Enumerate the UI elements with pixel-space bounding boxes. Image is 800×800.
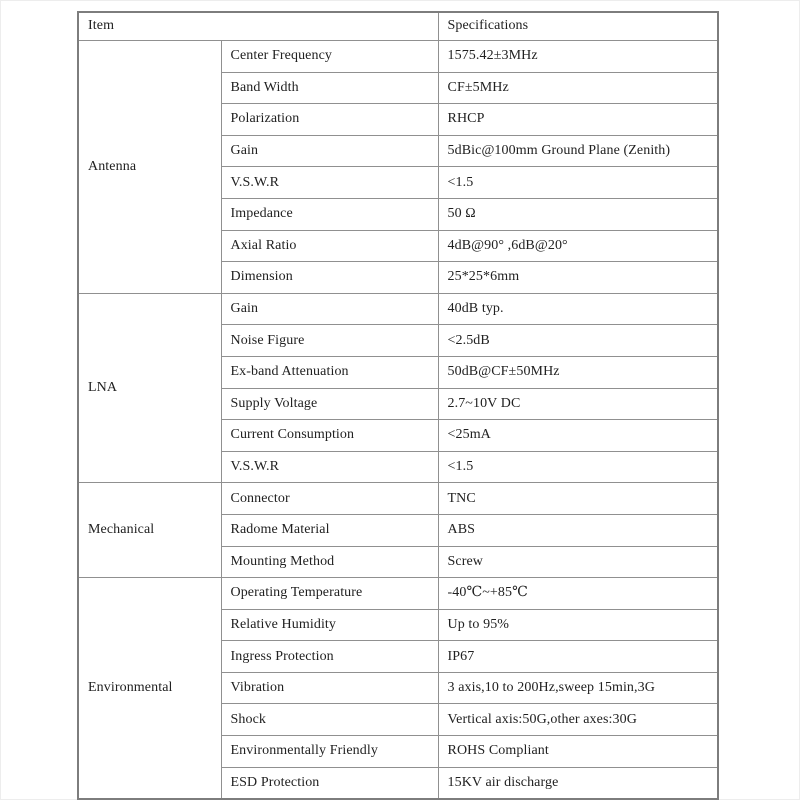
value-cell: <1.5: [437, 450, 719, 484]
value-cell: 50 Ω: [437, 197, 719, 231]
property-cell: Operating Temperature: [220, 577, 439, 610]
property-cell: Current Consumption: [220, 419, 439, 452]
category-cell: LNA: [77, 292, 222, 484]
property-cell: Vibration: [220, 671, 439, 705]
property-cell: V.S.W.R: [220, 450, 439, 484]
table-row: Vibration 3 axis,10 to 200Hz,sweep 15min,…: [78, 671, 719, 705]
property-cell: Ex-band Attenuation: [220, 355, 439, 389]
property-cell: Gain: [220, 292, 439, 326]
value-cell: ROHS Compliant: [437, 735, 719, 768]
table-row: Band Width CF±5MHz: [78, 71, 719, 105]
table-row: Supply Voltage 2.7~10V DC: [78, 387, 719, 421]
value-cell: Vertical axis:50G,other axes:30G: [437, 703, 719, 737]
table-row: Current Consumption <25mA: [78, 419, 719, 452]
table-row: Environmentally Friendly ROHS Compliant: [78, 735, 719, 768]
value-cell: <25mA: [437, 419, 719, 452]
property-cell: Center Frequency: [220, 40, 439, 73]
property-cell: Dimension: [220, 261, 439, 294]
table-row: Mechanical Connector TNC: [77, 482, 719, 579]
category-cell: Antenna: [77, 40, 222, 294]
value-cell: 5dBic@100mm Ground Plane (Zenith): [437, 134, 719, 168]
table-header-row: Item Specifications: [77, 11, 719, 41]
table-row: Shock Vertical axis:50G,other axes:30G: [78, 703, 719, 737]
value-cell: Up to 95%: [437, 608, 719, 642]
property-cell: Connector: [220, 482, 439, 515]
property-cell: Impedance: [220, 197, 439, 231]
table-row: V.S.W.R <1.5: [78, 450, 719, 484]
table-row: Axial Ratio 4dB@90° ,6dB@20°: [78, 229, 719, 263]
property-cell: Mounting Method: [220, 545, 439, 579]
property-cell: Gain: [220, 134, 439, 168]
value-cell: 1575.42±3MHz: [437, 40, 719, 73]
property-cell: Supply Voltage: [220, 387, 439, 421]
table-row: Radome Material ABS: [78, 513, 719, 547]
property-cell: ESD Protection: [220, 766, 439, 800]
table-row: Gain 5dBic@100mm Ground Plane (Zenith): [78, 134, 719, 168]
property-cell: Band Width: [220, 71, 439, 105]
value-cell: -40℃~+85℃: [437, 577, 719, 610]
value-cell: RHCP: [437, 103, 719, 136]
property-cell: Ingress Protection: [220, 640, 439, 673]
property-cell: Noise Figure: [220, 324, 439, 357]
table-row: Environmental Operating Temperature -40℃~+…: [77, 577, 719, 800]
value-cell: 2.7~10V DC: [437, 387, 719, 421]
header-cell-item: Item: [77, 11, 439, 41]
table-row: Polarization RHCP: [78, 103, 719, 136]
table-row: Relative Humidity Up to 95%: [78, 608, 719, 642]
header-cell-specifications: Specifications: [437, 11, 719, 41]
table-row: LNA Gain 40dB typ.: [77, 292, 719, 484]
property-cell: Relative Humidity: [220, 608, 439, 642]
value-cell: ABS: [437, 513, 719, 547]
value-cell: 25*25*6mm: [437, 261, 719, 294]
property-cell: Axial Ratio: [220, 229, 439, 263]
table-row: Ingress Protection IP67: [78, 640, 719, 673]
property-cell: Shock: [220, 703, 439, 737]
value-cell: 50dB@CF±50MHz: [437, 355, 719, 389]
value-cell: 3 axis,10 to 200Hz,sweep 15min,3G: [437, 671, 719, 705]
value-cell: CF±5MHz: [437, 71, 719, 105]
table-row: Noise Figure <2.5dB: [78, 324, 719, 357]
category-cell: Environmental: [77, 577, 222, 800]
value-cell: IP67: [437, 640, 719, 673]
property-cell: Radome Material: [220, 513, 439, 547]
value-cell: 40dB typ.: [437, 292, 719, 326]
value-cell: Screw: [437, 545, 719, 579]
table-row: V.S.W.R <1.5: [78, 166, 719, 199]
table-row: ESD Protection 15KV air discharge: [78, 766, 719, 800]
value-cell: TNC: [437, 482, 719, 515]
value-cell: <1.5: [437, 166, 719, 199]
value-cell: <2.5dB: [437, 324, 719, 357]
specifications-table: Item Specifications Antenna Center Freque…: [77, 11, 719, 800]
property-cell: Environmentally Friendly: [220, 735, 439, 768]
category-cell: Mechanical: [77, 482, 222, 579]
property-cell: Polarization: [220, 103, 439, 136]
property-cell: V.S.W.R: [220, 166, 439, 199]
table-row: Impedance 50 Ω: [78, 197, 719, 231]
spec-table-body: Item Specifications Antenna Center Freque…: [77, 11, 719, 800]
value-cell: 4dB@90° ,6dB@20°: [437, 229, 719, 263]
table-row: Dimension 25*25*6mm: [78, 261, 719, 294]
table-row: Antenna Center Frequency 1575.42±3MHz: [77, 40, 719, 294]
value-cell: 15KV air discharge: [437, 766, 719, 800]
